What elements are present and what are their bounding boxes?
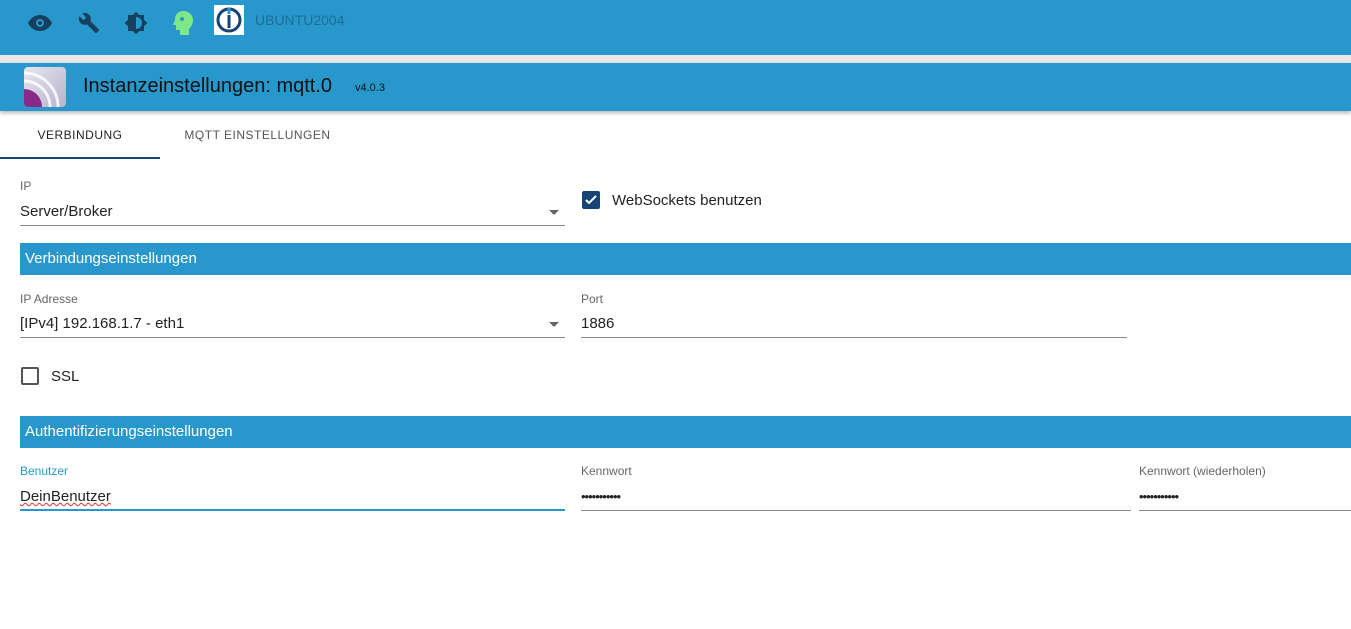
- ipaddr-label: IP Adresse: [20, 292, 78, 306]
- password-input[interactable]: •••••••••••: [581, 483, 1131, 511]
- tab-mqtt-einstellungen[interactable]: MQTT EINSTELLUNGEN: [184, 128, 331, 142]
- section-verbindungseinstellungen: Verbindungseinstellungen: [20, 243, 1351, 275]
- ip-select[interactable]: Server/Broker: [20, 198, 565, 226]
- websockets-checkbox[interactable]: [582, 191, 600, 209]
- port-input[interactable]: 1886: [581, 310, 1127, 338]
- wrench-icon[interactable]: [76, 10, 102, 36]
- page-title: Instanzeinstellungen: mqtt.0: [83, 75, 333, 97]
- ip-address-value: [IPv4] 192.168.1.7 - eth1: [20, 315, 185, 332]
- ssl-label: SSL: [51, 368, 80, 385]
- ssl-checkbox[interactable]: [21, 367, 39, 385]
- user-input-value: DeinBenutzer: [20, 488, 111, 505]
- port-label: Port: [581, 292, 604, 306]
- user-label: Benutzer: [20, 464, 69, 478]
- password-repeat-label: Kennwort (wiederholen): [1139, 464, 1266, 478]
- host-name: UBUNTU2004: [255, 12, 345, 28]
- user-input[interactable]: DeinBenutzer: [20, 483, 565, 511]
- divider: [0, 55, 1351, 63]
- instance-header: Instanzeinstellungen: mqtt.0 v4.0.3: [0, 63, 1351, 111]
- ip-label: IP: [20, 179, 32, 193]
- ip-select-value: Server/Broker: [20, 203, 113, 220]
- eye-icon[interactable]: [27, 10, 53, 36]
- section-authentifizierung: Authentifizierungseinstellungen: [20, 416, 1351, 448]
- password-repeat-input[interactable]: •••••••••••: [1139, 483, 1351, 511]
- mqtt-adapter-logo: [24, 67, 66, 107]
- iobroker-logo[interactable]: [214, 5, 244, 35]
- head-icon[interactable]: [170, 10, 196, 36]
- tab-verbindung[interactable]: VERBINDUNG: [0, 111, 160, 159]
- chevron-down-icon: [549, 210, 559, 215]
- ip-address-select[interactable]: [IPv4] 192.168.1.7 - eth1: [20, 310, 565, 338]
- chevron-down-icon: [549, 322, 559, 327]
- top-bar: UBUNTU2004: [0, 0, 1351, 55]
- websockets-label: WebSockets benutzen: [612, 192, 762, 209]
- version-label: v4.0.3: [355, 82, 385, 94]
- check-icon: [585, 195, 597, 205]
- brightness-icon[interactable]: [123, 10, 149, 36]
- password-label: Kennwort: [581, 464, 632, 478]
